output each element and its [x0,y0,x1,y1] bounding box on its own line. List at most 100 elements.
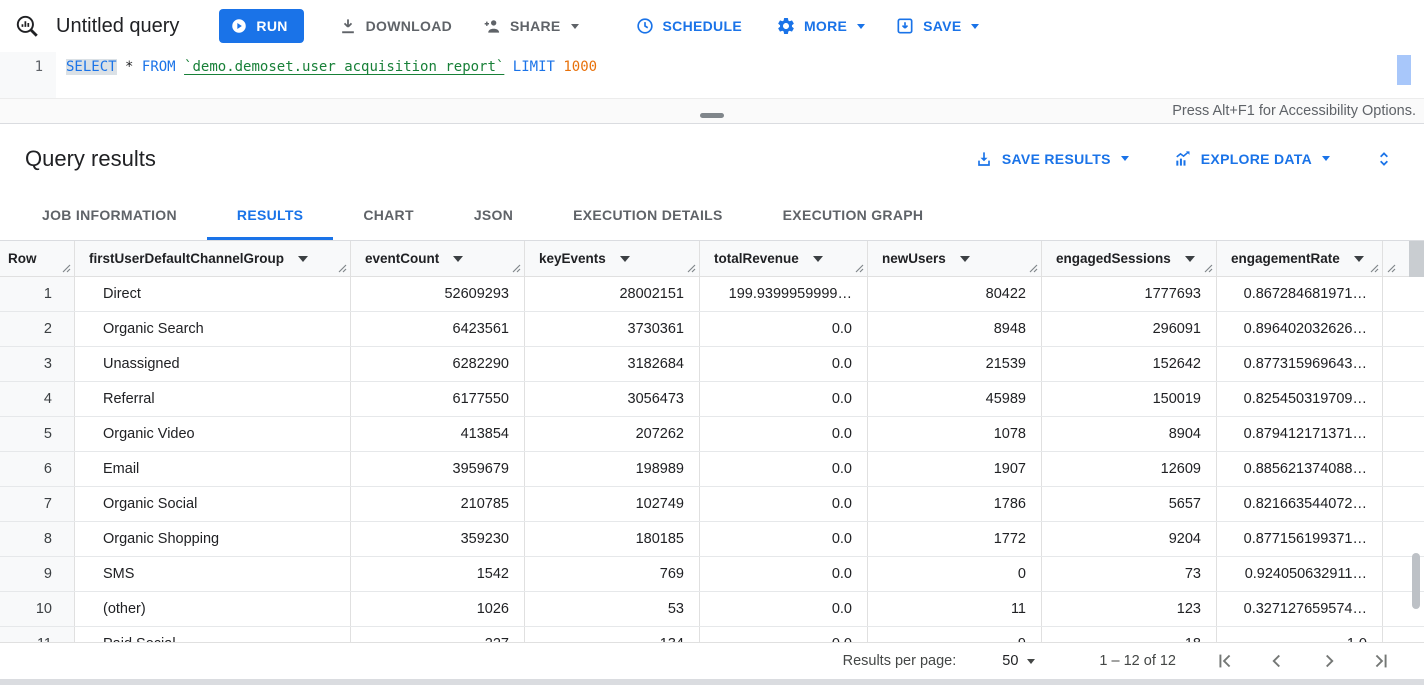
sql-code[interactable]: SELECT * FROM `demo.demoset.user_acquisi… [56,52,597,98]
data-cell: 3730361 [525,312,700,346]
column-header-firstUserDefaultChannelGroup[interactable]: firstUserDefaultChannelGroup [75,241,351,276]
data-cell: 0.0 [700,382,868,416]
tab-chart[interactable]: CHART [333,193,444,240]
data-cell: Email [75,452,351,486]
share-button[interactable]: SHARE [482,16,579,36]
table-header-filler [1383,241,1424,276]
save-results-button[interactable]: SAVE RESULTS [974,149,1129,169]
data-cell: 0.0 [700,557,868,591]
data-cell: 0.0 [700,522,868,556]
run-button[interactable]: RUN [219,9,304,43]
table-row: 1 Direct 52609293 28002151 199.9399959999… 80… [0,277,1424,312]
column-label: newUsers [882,251,946,266]
column-header-eventCount[interactable]: eventCount [351,241,525,276]
table-scrollbar[interactable] [1412,553,1420,609]
previous-page-button[interactable] [1266,650,1288,672]
data-cell: 12609 [1042,452,1217,486]
data-cell: 0.885621374088… [1217,452,1383,486]
row-number-cell: 5 [0,417,75,451]
column-menu-caret-icon[interactable] [1184,255,1195,262]
column-menu-caret-icon[interactable] [453,255,464,262]
column-label: totalRevenue [714,251,799,266]
data-cell: 123 [1042,592,1217,626]
tab-execution-details[interactable]: EXECUTION DETAILS [543,193,753,240]
column-menu-caret-icon[interactable] [959,255,970,262]
column-menu-caret-icon[interactable] [812,255,823,262]
save-button[interactable]: SAVE [895,16,980,36]
data-cell: 152642 [1042,347,1217,381]
column-resize-handle[interactable] [1370,264,1379,273]
column-menu-caret-icon[interactable] [298,255,309,262]
data-cell: 18 [1042,627,1217,642]
results-tab-bar: JOB INFORMATION RESULTS CHART JSON EXECUTION… [0,193,1424,241]
column-header-newUsers[interactable]: newUsers [868,241,1042,276]
data-cell: 9204 [1042,522,1217,556]
expand-results-button[interactable] [1374,149,1394,169]
schedule-button[interactable]: SCHEDULE [635,16,742,36]
column-header-Row[interactable]: Row [0,241,75,276]
row-filler [1383,627,1424,642]
column-resize-handle[interactable] [338,264,347,273]
data-cell: 0.0 [700,592,868,626]
table-row: 5 Organic Video 413854 207262 0.0 1078 8904 0.8… [0,417,1424,452]
row-number-cell: 3 [0,347,75,381]
column-resize-handle[interactable] [1204,264,1213,273]
column-menu-caret-icon[interactable] [619,255,630,262]
table-row: 10 (other) 1026 53 0.0 11 123 0.327127659574… [0,592,1424,627]
column-resize-handle[interactable] [1029,264,1038,273]
next-page-button[interactable] [1318,650,1340,672]
chevron-left-icon [1272,654,1280,668]
row-filler [1383,312,1424,346]
data-cell: 8904 [1042,417,1217,451]
line-number: 1 [0,52,56,98]
data-cell: 9 [868,627,1042,642]
data-cell: 0.0 [700,417,868,451]
panel-resize-grip[interactable] [700,113,724,118]
data-cell: 0.877156199371… [1217,522,1383,556]
column-label: eventCount [365,251,440,266]
page-size-select[interactable]: 50 [1002,653,1036,669]
first-page-button[interactable] [1214,650,1236,672]
data-cell: 0.924050632911… [1217,557,1383,591]
column-header-engagementRate[interactable]: engagementRate [1217,241,1383,276]
data-cell: 80422 [868,277,1042,311]
column-label: engagedSessions [1056,251,1171,266]
column-header-engagedSessions[interactable]: engagedSessions [1042,241,1217,276]
sql-token: 1000 [563,59,598,75]
data-cell: 1542 [351,557,525,591]
column-resize-handle[interactable] [1387,264,1396,273]
tab-job-information[interactable]: JOB INFORMATION [12,193,207,240]
explore-data-button[interactable]: EXPLORE DATA [1173,149,1330,169]
sql-token: LIMIT [512,59,555,75]
column-header-keyEvents[interactable]: keyEvents [525,241,700,276]
download-button[interactable]: DOWNLOAD [338,16,452,36]
sql-token: `demo.demoset.user_acquisition_report` [184,59,505,75]
bottom-scrollbar-track[interactable] [0,679,1424,685]
schedule-icon [635,16,655,36]
column-menu-caret-icon[interactable] [1353,255,1364,262]
data-cell: Unassigned [75,347,351,381]
column-resize-handle[interactable] [512,264,521,273]
column-header-totalRevenue[interactable]: totalRevenue [700,241,868,276]
row-number-cell: 2 [0,312,75,346]
tab-results[interactable]: RESULTS [206,193,334,240]
column-resize-handle[interactable] [855,264,864,273]
table-scrollbar-corner [1409,241,1424,277]
data-cell: 199.9399959999… [700,277,868,311]
data-cell: 0.877315969643… [1217,347,1383,381]
save-results-icon [974,149,994,169]
explore-data-icon [1173,149,1193,169]
query-toolbar: Untitled query RUN DOWNLOAD SHARE [0,0,1424,52]
last-page-button[interactable] [1370,650,1392,672]
first-page-icon [1219,654,1231,668]
editor-scrollbar[interactable] [1397,55,1411,85]
tab-json[interactable]: JSON [444,193,543,240]
data-cell: 11 [868,592,1042,626]
column-resize-handle[interactable] [62,264,71,273]
sql-editor[interactable]: 1 SELECT * FROM `demo.demoset.user_acqui… [0,52,1424,98]
data-cell: 21539 [868,347,1042,381]
column-resize-handle[interactable] [687,264,696,273]
data-cell: Organic Search [75,312,351,346]
tab-execution-graph[interactable]: EXECUTION GRAPH [753,193,954,240]
more-button[interactable]: MORE [776,16,866,36]
